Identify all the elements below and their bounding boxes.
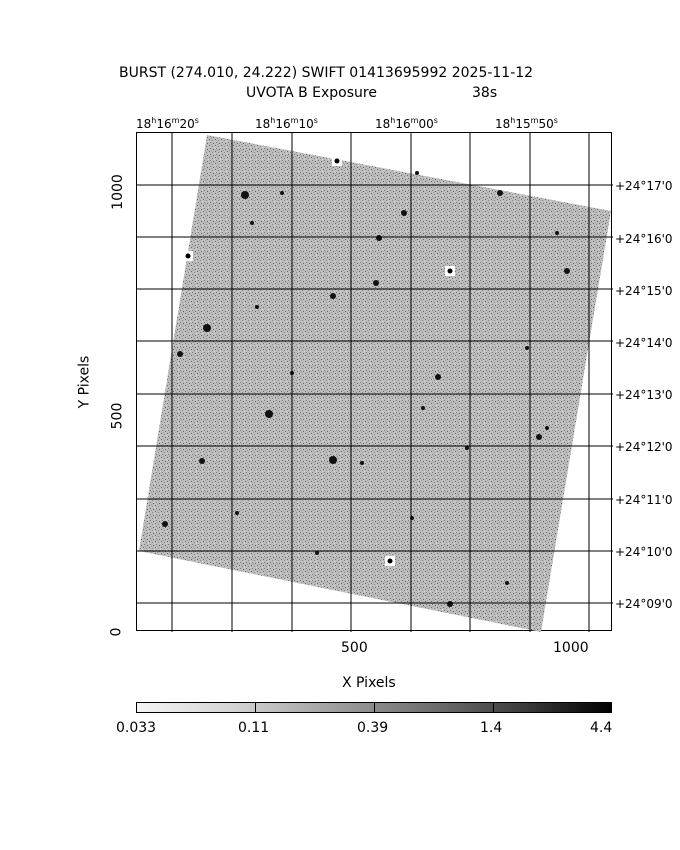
star	[177, 351, 183, 357]
image-plot	[136, 132, 613, 632]
colorbar-label: 0.11	[238, 720, 270, 736]
star	[255, 305, 259, 309]
saturated-source-core	[334, 158, 340, 164]
dec-tick-label: +24°12'0	[615, 440, 673, 454]
star	[315, 551, 319, 555]
dec-tick-label: +24°09'0	[615, 597, 673, 611]
star	[329, 456, 337, 464]
star	[280, 191, 284, 195]
star	[401, 210, 407, 216]
star	[235, 511, 239, 515]
ra-tick-label: 18h16m20s	[136, 116, 199, 131]
colorbar-label: 0.033	[116, 720, 157, 736]
dec-tick-label: +24°17'0	[615, 179, 673, 193]
star	[564, 268, 570, 274]
star	[415, 171, 419, 175]
dec-tick-label: +24°11'0	[615, 493, 673, 507]
y-tick-label: 1000	[109, 174, 126, 210]
colorbar-tick	[374, 702, 375, 713]
colorbar-tick	[493, 702, 494, 713]
star	[199, 458, 205, 464]
star	[555, 231, 559, 235]
y-tick-label: 0	[108, 627, 125, 637]
ra-tick-label: 18h16m10s	[255, 116, 318, 131]
dec-tick-label: +24°10'0	[615, 545, 673, 559]
star	[435, 374, 441, 380]
star	[241, 191, 249, 199]
star	[265, 410, 273, 418]
dec-tick-label: +24°13'0	[615, 388, 673, 402]
y-axis-label: Y Pixels	[76, 355, 93, 409]
image-title: BURST (274.010, 24.222) SWIFT 0141369599…	[119, 65, 534, 81]
saturated-source-core	[387, 558, 393, 564]
dec-tick-label: +24°16'0	[615, 232, 673, 246]
x-tick-label: 1000	[553, 640, 589, 656]
x-tick-label: 500	[341, 640, 368, 656]
star	[330, 293, 336, 299]
exposure-label: UVOTA B Exposure	[246, 85, 377, 101]
star	[373, 280, 379, 286]
star	[505, 581, 509, 585]
ra-tick-label: 18h15m50s	[495, 116, 558, 131]
saturated-source-core	[185, 253, 191, 259]
star	[203, 324, 211, 332]
colorbar-label: 4.4	[590, 720, 613, 736]
ra-tick-label: 18h16m00s	[375, 116, 438, 131]
star	[421, 406, 425, 410]
y-tick-label: 500	[109, 402, 126, 430]
x-axis-label: X Pixels	[342, 675, 396, 691]
sky-image	[137, 133, 613, 632]
star	[536, 434, 542, 440]
exposure-footprint	[139, 135, 611, 632]
colorbar-tick	[255, 702, 256, 713]
star	[465, 446, 469, 450]
star	[376, 235, 382, 241]
star	[497, 190, 503, 196]
exposure-time: 38s	[472, 85, 498, 101]
dec-tick-label: +24°14'0	[615, 336, 673, 350]
star	[447, 601, 453, 607]
colorbar-label: 1.4	[480, 720, 503, 736]
coordinate-grid	[137, 133, 613, 632]
dec-tick-label: +24°15'0	[615, 284, 673, 298]
colorbar-label: 0.39	[357, 720, 389, 736]
star	[250, 221, 254, 225]
saturated-source-core	[447, 268, 453, 274]
star	[162, 521, 168, 527]
star	[525, 346, 529, 350]
star	[360, 461, 364, 465]
star	[545, 426, 549, 430]
